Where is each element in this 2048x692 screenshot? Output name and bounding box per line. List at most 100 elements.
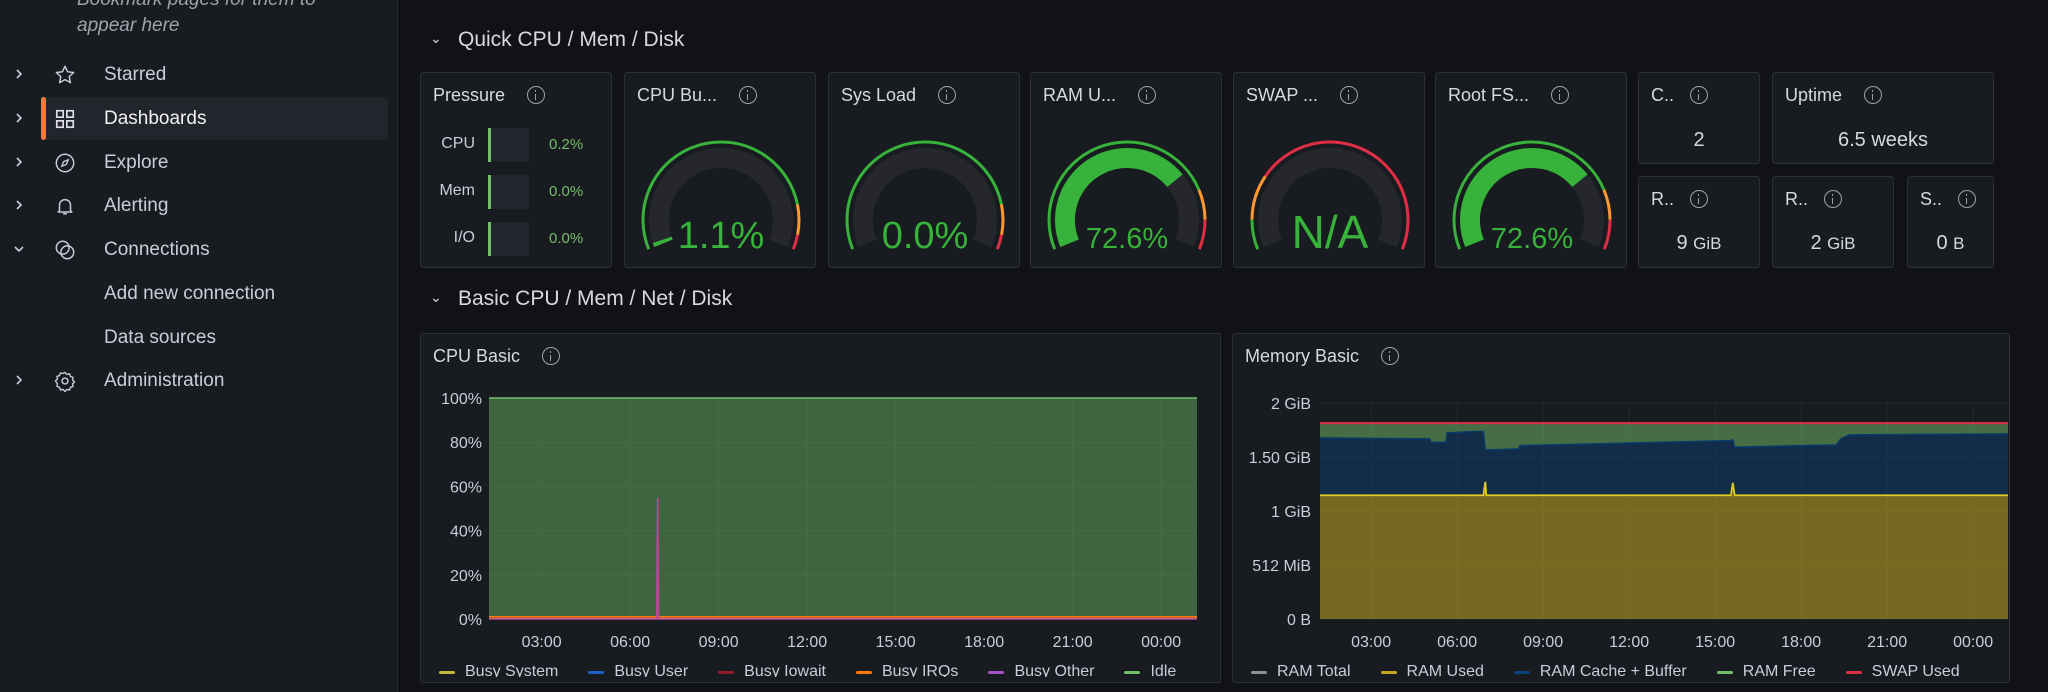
x-tick-label: 21:00 [1867,634,1907,651]
sidebar-item-dashboards[interactable]: Dashboards [0,97,398,140]
panel-title-text: CPU Bu... [637,85,718,105]
info-icon[interactable] [1340,86,1359,104]
x-tick-label: 12:00 [1609,634,1649,651]
star-icon [55,65,75,84]
sidebar-item-starred[interactable]: Starred [0,53,398,96]
gauge-value: 72.6% [1086,223,1168,255]
chevron-down-icon[interactable]: ⌄ [430,30,442,46]
legend-color-marker [1380,671,1397,674]
legend-item[interactable]: Busy User [588,663,688,677]
legend-item[interactable]: RAM Total [1251,663,1351,677]
info-icon[interactable] [1690,86,1709,104]
legend-item[interactable]: Idle [1124,663,1176,677]
ram-used-gauge-panel: RAM U... 72.6% [1030,72,1222,268]
panel-title-text: Sys Load [841,85,917,105]
gauge-value: 1.1% [678,215,765,257]
info-icon[interactable] [938,86,957,104]
swap-used-gauge-panel: SWAP ... N/A [1233,72,1425,268]
chart-legend: Busy System Busy User Busy Iowait Busy IRQs… [439,663,1176,677]
panel-title-text: Memory Basic [1245,346,1360,366]
x-tick-label: 12:00 [787,634,827,651]
x-tick-label: 03:00 [522,634,562,651]
x-tick-label: 00:00 [1141,634,1181,651]
x-tick-label: 09:00 [699,634,739,651]
legend-item[interactable]: RAM Free [1716,663,1816,677]
gauge-threshold-segment [999,204,1005,235]
row-header-quick[interactable]: ⌄ Quick CPU / Mem / Disk [430,28,684,52]
x-tick-label: 00:00 [1953,634,1993,651]
panel-title: Pressure [433,85,546,106]
chevron-right-icon[interactable] [10,371,28,389]
uptime-stat-panel: Uptime 6.5 weeks [1772,72,1994,164]
memory-basic-chart[interactable]: 0 B 512 MiB 1 GiB 1.50 GiB 2 GiB 03:00 06:00 09… [1233,334,2010,664]
panel-title-text: CPU Basic [433,346,521,366]
gauge-threshold-segment [845,140,1003,250]
x-tick-label: 03:00 [1351,634,1391,651]
panel-title: CPU Basic [433,346,561,367]
row-header-basic[interactable]: ⌄ Basic CPU / Mem / Net / Disk [430,287,732,311]
info-icon[interactable] [1138,86,1157,104]
gauge-threshold-segment [795,204,801,235]
pressure-value: 0.0% [549,183,584,200]
legend-color-marker [1716,671,1733,674]
info-icon[interactable] [1551,86,1570,104]
gauge-threshold-segment [1197,219,1207,250]
y-tick-label: 80% [450,435,482,452]
legend-item[interactable]: Busy Iowait [718,663,826,677]
chevron-right-icon[interactable] [10,65,28,83]
legend-label: RAM Total [1277,663,1351,677]
chevron-right-icon[interactable] [10,196,28,214]
gauge: 1.1% [641,140,801,257]
ram-used-line [1320,481,2008,497]
chevron-right-icon[interactable] [10,153,28,171]
gauge-threshold-segment [995,234,1004,250]
gauge-threshold-segment [1250,219,1260,250]
sidebar-item-explore[interactable]: Explore [0,141,398,184]
legend-color-marker [855,671,872,674]
legend-label: Busy Iowait [744,663,826,677]
cpu-busy-gauge-panel: CPU Bu... 1.1% [624,72,816,268]
stat-value: 2 GiB [1773,232,1893,255]
sidebar-item-data-sources[interactable]: Data sources [0,316,398,359]
chart-legend: RAM Total RAM Used RAM Cache + Buffer RAM F… [1251,663,1960,677]
info-icon[interactable] [739,86,758,104]
legend-item[interactable]: RAM Used [1380,663,1484,677]
pressure-label: I/O [453,229,475,246]
chevron-right-icon[interactable] [10,109,28,127]
sidebar-item-connections[interactable]: Connections [0,228,398,271]
legend-item[interactable]: Busy Other [988,663,1094,677]
connections-icon [55,240,75,260]
chevron-down-icon[interactable] [10,240,28,258]
sidebar-item-add-new-connection[interactable]: Add new connection [0,272,398,315]
legend-label: Busy Other [1014,663,1095,677]
y-tick-label: 512 MiB [1252,558,1311,575]
info-icon[interactable] [542,347,561,365]
sidebar-item-alerting[interactable]: Alerting [0,184,398,227]
sidebar-item-label: Connections [104,239,210,260]
info-icon[interactable] [1824,190,1843,208]
panel-title-text: Root FS... [1448,85,1530,105]
chevron-down-icon[interactable]: ⌄ [430,289,442,305]
sidebar: Bookmark pages for them to appear here S… [0,0,398,692]
gauge-value-arc [1055,148,1183,247]
gauge-threshold-segment [1602,189,1612,220]
info-icon[interactable] [1381,347,1400,365]
panel-title: R.. [1785,189,1843,210]
legend-color-marker [1845,671,1862,674]
y-tick-label: 0% [459,612,482,629]
cpu-basic-chart[interactable]: 0% 20% 40% 60% 80% 100% 03:00 06:00 09:00 12:00 15… [421,334,1221,664]
legend-label: Busy IRQs [881,663,959,677]
bookmark-hint-line1: Bookmark pages for them to [77,0,316,11]
info-icon[interactable] [1958,190,1977,208]
gauge: N/A [1250,140,1410,258]
gauge-track [1258,148,1402,247]
legend-item[interactable]: RAM Cache + Buffer [1513,663,1687,677]
info-icon[interactable] [1864,86,1883,104]
info-icon[interactable] [527,86,546,104]
legend-item[interactable]: Busy IRQs [855,663,959,677]
legend-item[interactable]: SWAP Used [1845,663,1960,677]
dashboards-grid-icon [55,109,75,129]
info-icon[interactable] [1690,190,1709,208]
legend-item[interactable]: Busy System [439,663,558,677]
sidebar-item-administration[interactable]: Administration [0,359,398,402]
